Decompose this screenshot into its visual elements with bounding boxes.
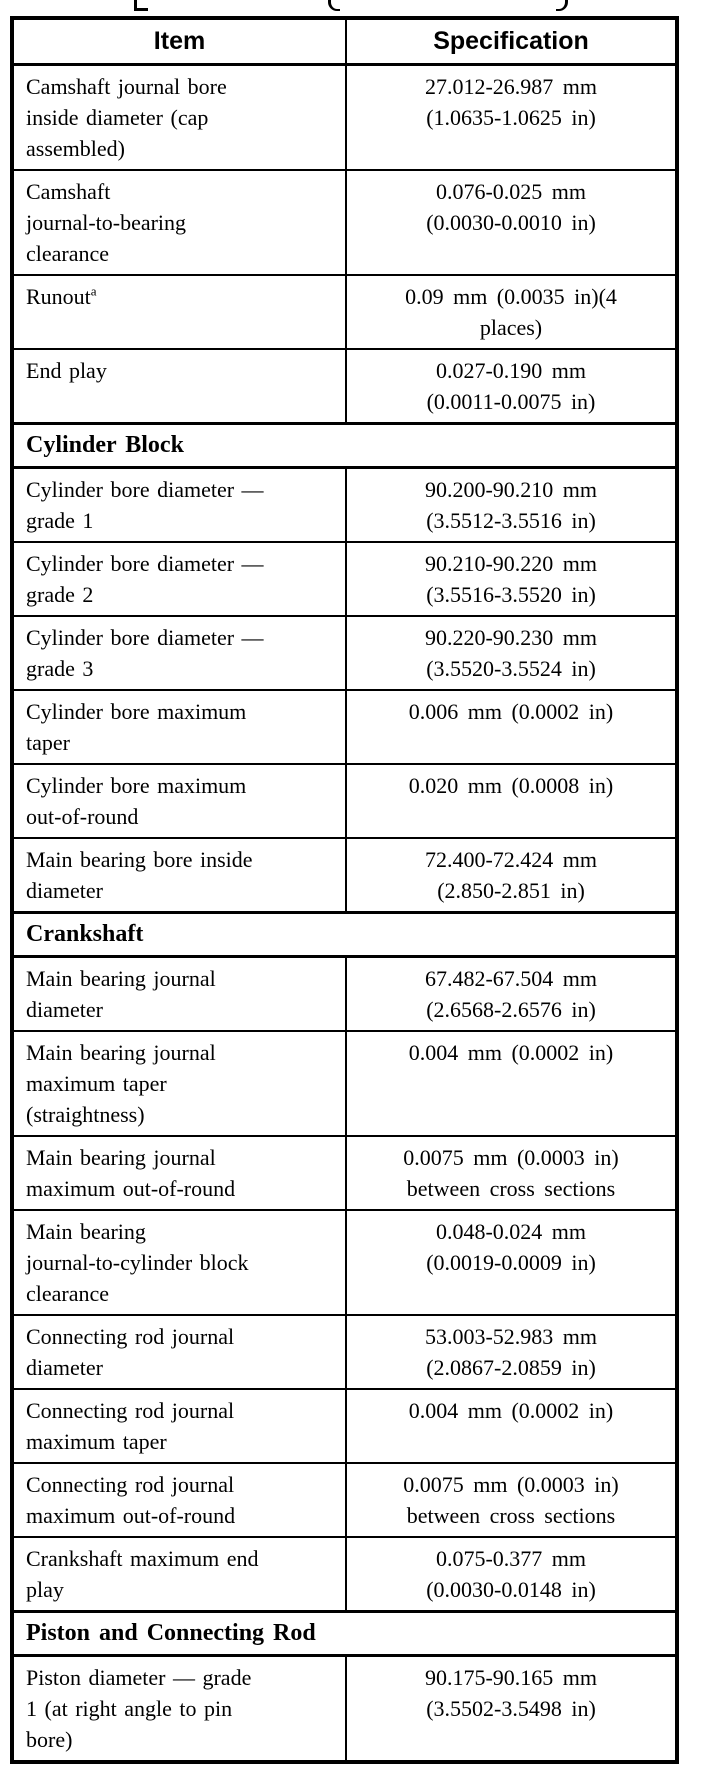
spec-cell: 0.09 mm (0.0035 in)(4 places) bbox=[345, 274, 678, 350]
table-row: Cylinder bore maximum taper 0.006 mm (0.0… bbox=[11, 689, 678, 765]
spec-cell: 0.006 mm (0.0002 in) bbox=[345, 689, 678, 765]
table-row: Cylinder bore maximum out-of-round 0.020 … bbox=[11, 763, 678, 839]
cropped-title-fragments bbox=[0, 0, 704, 12]
item-cell: Connecting rod journal maximum taper bbox=[11, 1388, 347, 1464]
spec-cell: 90.200-90.210 mm (3.5512-3.5516 in) bbox=[345, 466, 678, 543]
item-cell: Main bearing bore inside diameter bbox=[11, 837, 347, 914]
table-row: Main bearing journal maximum taper (stra… bbox=[11, 1030, 678, 1137]
section-header-row: Cylinder Block bbox=[11, 422, 678, 469]
table-row: Main bearing journal-to-cylinder block c… bbox=[11, 1209, 678, 1316]
section-header-row: Piston and Connecting Rod bbox=[11, 1610, 678, 1657]
item-cell: Main bearing journal maximum taper (stra… bbox=[11, 1030, 347, 1137]
table-row: Camshaft journal-to-bearing clearance 0.0… bbox=[11, 169, 678, 276]
table-row: Camshaft journal bore inside diameter (c… bbox=[11, 63, 678, 171]
section-header-row: Crankshaft bbox=[11, 911, 678, 958]
item-cell: Cylinder bore diameter — grade 3 bbox=[11, 615, 347, 691]
item-cell: Camshaft journal-to-bearing clearance bbox=[11, 169, 347, 276]
spec-cell: 53.003-52.983 mm (2.0867-2.0859 in) bbox=[345, 1314, 678, 1390]
item-cell: End play bbox=[11, 348, 347, 425]
section-title: Crankshaft bbox=[11, 911, 678, 958]
item-cell: Main bearing journal diameter bbox=[11, 955, 347, 1032]
spec-cell: 0.076-0.025 mm (0.0030-0.0010 in) bbox=[345, 169, 678, 276]
table-row: Cylinder bore diameter — grade 3 90.220-9… bbox=[11, 615, 678, 691]
specification-column-header: Specification bbox=[345, 17, 678, 66]
item-cell: Camshaft journal bore inside diameter (c… bbox=[11, 63, 347, 171]
spec-cell: 90.220-90.230 mm (3.5520-3.5524 in) bbox=[345, 615, 678, 691]
item-cell: Crankshaft maximum end play bbox=[11, 1536, 347, 1613]
table-row: Cylinder bore diameter — grade 2 90.210-9… bbox=[11, 541, 678, 617]
close-paren-fragment bbox=[556, 0, 568, 11]
table-row: Main bearing bore inside diameter 72.400-… bbox=[11, 837, 678, 914]
item-column-header: Item bbox=[11, 17, 347, 66]
item-cell: Main bearing journal maximum out-of-roun… bbox=[11, 1135, 347, 1211]
spec-cell: 27.012-26.987 mm (1.0635-1.0625 in) bbox=[345, 63, 678, 171]
item-cell: Runouta bbox=[11, 274, 347, 350]
spec-cell: 0.004 mm (0.0002 in) bbox=[345, 1030, 678, 1137]
table-row: Crankshaft maximum end play 0.075-0.377 m… bbox=[11, 1536, 678, 1613]
table-row: End play 0.027-0.190 mm (0.0011-0.0075 in… bbox=[11, 348, 678, 425]
footnote-marker: a bbox=[90, 283, 97, 299]
item-cell: Connecting rod journal diameter bbox=[11, 1314, 347, 1390]
section-title: Piston and Connecting Rod bbox=[11, 1610, 678, 1657]
spec-cell: 0.075-0.377 mm (0.0030-0.0148 in) bbox=[345, 1536, 678, 1613]
item-cell: Main bearing journal-to-cylinder block c… bbox=[11, 1209, 347, 1316]
spec-cell: 0.048-0.024 mm (0.0019-0.0009 in) bbox=[345, 1209, 678, 1316]
table-row: Runouta 0.09 mm (0.0035 in)(4 places) bbox=[11, 274, 678, 350]
spec-cell: 90.175-90.165 mm (3.5502-3.5498 in) bbox=[345, 1654, 678, 1763]
item-cell: Connecting rod journal maximum out-of-ro… bbox=[11, 1462, 347, 1538]
open-paren-fragment bbox=[328, 0, 340, 11]
specification-table: Item Specification Camshaft journal bore… bbox=[10, 16, 679, 1764]
table-row: Cylinder bore diameter — grade 1 90.200-9… bbox=[11, 466, 678, 543]
spec-cell: 90.210-90.220 mm (3.5516-3.5520 in) bbox=[345, 541, 678, 617]
cropped-title-fragment bbox=[134, 0, 148, 11]
table-row: Connecting rod journal diameter 53.003-52… bbox=[11, 1314, 678, 1390]
spec-cell: 72.400-72.424 mm (2.850-2.851 in) bbox=[345, 837, 678, 914]
spec-cell: 0.0075 mm (0.0003 in) between cross sect… bbox=[345, 1462, 678, 1538]
table-row: Main bearing journal maximum out-of-roun… bbox=[11, 1135, 678, 1211]
header-row: Item Specification bbox=[11, 17, 678, 66]
spec-cell: 0.0075 mm (0.0003 in) between cross sect… bbox=[345, 1135, 678, 1211]
spec-cell: 67.482-67.504 mm (2.6568-2.6576 in) bbox=[345, 955, 678, 1032]
item-cell: Cylinder bore diameter — grade 1 bbox=[11, 466, 347, 543]
section-title: Cylinder Block bbox=[11, 422, 678, 469]
table-row: Connecting rod journal maximum out-of-ro… bbox=[11, 1462, 678, 1538]
item-cell: Cylinder bore diameter — grade 2 bbox=[11, 541, 347, 617]
spec-cell: 0.020 mm (0.0008 in) bbox=[345, 763, 678, 839]
table-row: Connecting rod journal maximum taper 0.00… bbox=[11, 1388, 678, 1464]
item-cell: Cylinder bore maximum taper bbox=[11, 689, 347, 765]
table-row: Piston diameter — grade 1 (at right angl… bbox=[11, 1654, 678, 1763]
table-row: Main bearing journal diameter 67.482-67.5… bbox=[11, 955, 678, 1032]
spec-cell: 0.027-0.190 mm (0.0011-0.0075 in) bbox=[345, 348, 678, 425]
item-cell: Cylinder bore maximum out-of-round bbox=[11, 763, 347, 839]
spec-cell: 0.004 mm (0.0002 in) bbox=[345, 1388, 678, 1464]
item-cell: Piston diameter — grade 1 (at right angl… bbox=[11, 1654, 347, 1763]
